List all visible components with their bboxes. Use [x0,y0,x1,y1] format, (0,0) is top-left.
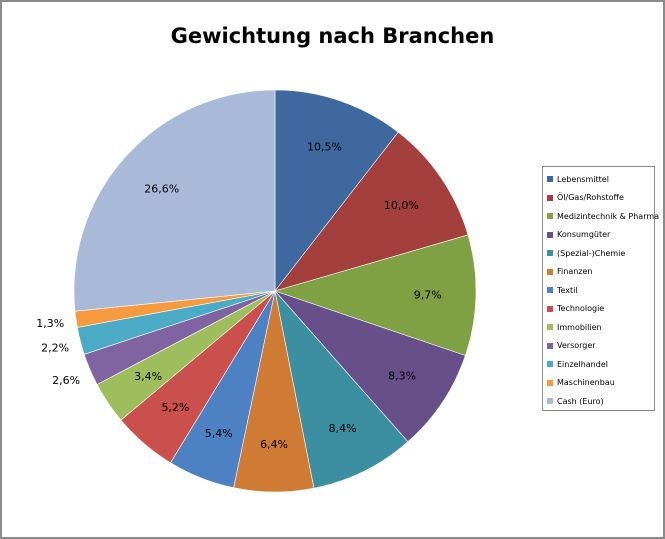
slice-label: 10,5% [307,140,342,153]
legend-swatch [547,194,553,201]
legend-item: Immobilien [547,318,654,337]
legend-item: Konsumgüter [547,226,654,245]
legend-label: (Spezial-)Chemie [557,248,626,258]
legend-label: Textil [557,285,578,295]
legend-item: Technologie [547,300,654,319]
legend-label: Maschinenbau [557,378,615,388]
slice-label: 26,6% [144,183,179,196]
legend-swatch [547,361,553,368]
pie-slice [274,131,469,292]
slice-label: 5,4% [205,427,233,440]
pie-slice [274,234,477,356]
legend-item: Textil [547,281,654,300]
legend-swatch [547,250,553,257]
legend-item: Medizintechnik & Pharma [547,207,659,226]
chart-title: Gewichtung nach Branchen [170,24,495,48]
slice-label: 8,4% [329,422,357,435]
legend-swatch [547,176,553,183]
slice-label: 8,3% [388,370,416,383]
slice-label: 6,4% [260,438,288,451]
legend-swatch [547,342,553,349]
legend-label: Öl/Gas/Rohstoffe [557,193,624,203]
legend-item: Einzelhandel [547,355,654,374]
legend-label: Konsumgüter [557,230,611,240]
legend-label: Cash (Euro) [557,396,604,406]
legend-item: Versorger [547,337,654,356]
legend-item: Cash (Euro) [547,392,654,411]
legend-swatch [547,287,553,294]
slice-label: 5,2% [161,401,189,414]
legend-label: Einzelhandel [557,359,608,369]
legend-label: Technologie [557,304,605,314]
legend-swatch [547,324,553,331]
slice-label: 1,3% [36,317,64,330]
legend-label: Finanzen [557,267,593,277]
legend-item: Maschinenbau [547,374,654,393]
legend-swatch [547,305,553,312]
slice-label: 9,7% [414,288,442,301]
legend-label: Medizintechnik & Pharma [557,211,660,221]
slice-label: 2,6% [52,374,80,387]
pie-slice [274,89,399,292]
legend-swatch [547,268,553,275]
legend-swatch [547,213,553,220]
legend-label: Versorger [557,341,596,351]
legend-item: Finanzen [547,263,654,282]
legend: Lebensmittel Öl/Gas/Rohstoffe Medizintechn… [542,166,659,411]
slice-label: 3,4% [134,370,162,383]
pie-slice [274,289,409,489]
legend-swatch [547,379,553,386]
legend-item: Öl/Gas/Rohstoffe [547,189,654,208]
legend-label: Immobilien [557,322,602,332]
legend-item: (Spezial-)Chemie [547,244,654,263]
legend-swatch [547,231,553,238]
legend-label: Lebensmittel [557,174,609,184]
legend-item: Lebensmittel [547,170,654,189]
slice-label: 2,2% [41,341,69,354]
legend-swatch [547,398,553,405]
pie-slice [274,290,466,443]
slice-label: 10,0% [384,199,419,212]
pie-slice [73,89,276,312]
